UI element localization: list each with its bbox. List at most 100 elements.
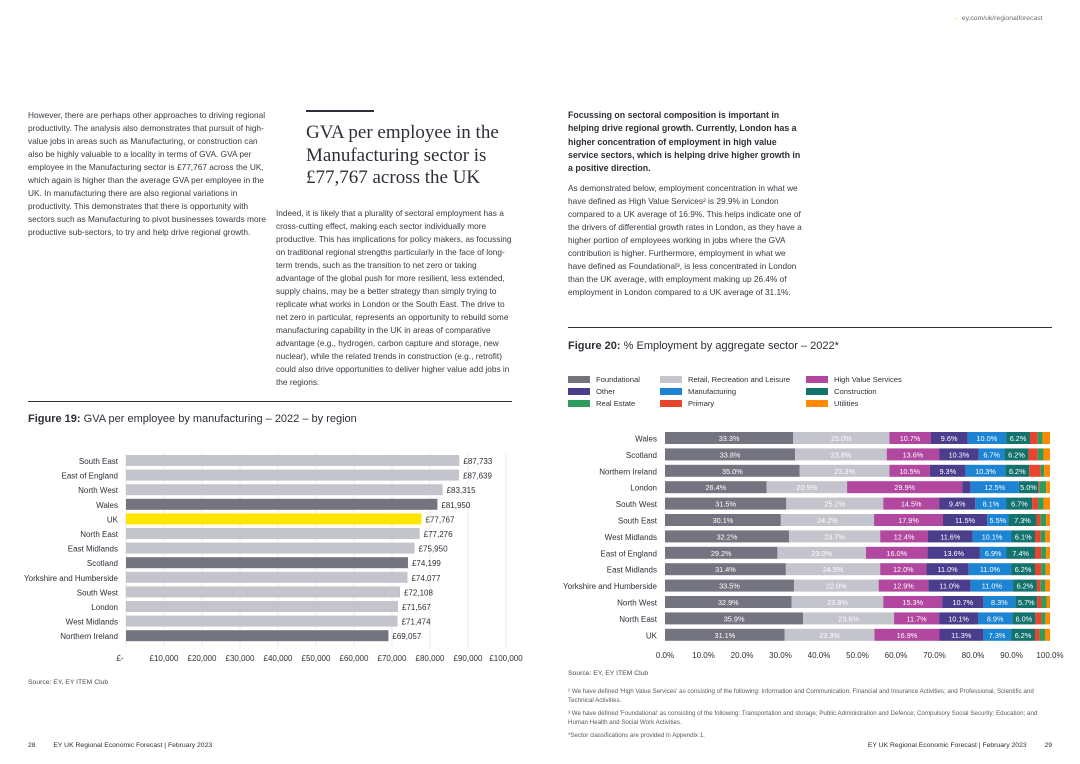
fig20-bar-segment — [1015, 596, 1038, 608]
fig20-segment-label: 13.6% — [943, 549, 964, 558]
fig20-segment-label: 32.2% — [717, 532, 738, 541]
fig20-segment-label: 30.1% — [713, 516, 734, 525]
fig20-bar-segment — [1035, 612, 1042, 625]
fig20-bar-segment — [665, 596, 792, 608]
fig20-segment-label: 33.5% — [719, 582, 740, 591]
fig20-legend-swatch — [806, 376, 828, 383]
fig20-bar-segment — [1046, 596, 1050, 608]
fig20-bar-segment — [1042, 432, 1050, 444]
fig20-bar-segment — [939, 448, 979, 461]
footnote-3: ³ We have defined 'Foundational' as cons… — [568, 710, 1038, 726]
footnote-2: ² We have defined 'High Value Services' … — [568, 688, 1034, 704]
fig20-bar-segment — [970, 481, 1019, 494]
fig19-bar — [126, 498, 438, 510]
fig20-bar-segment — [1036, 579, 1041, 592]
fig20-category-label: South West — [616, 500, 658, 509]
fig20-segment-label: 11.5% — [955, 516, 976, 525]
fig20-segment-label: 24.5% — [823, 565, 844, 574]
fig20-bar-segment — [979, 546, 1007, 559]
fig20-bar-segment — [1041, 546, 1047, 559]
fig20-bar-segment — [791, 596, 884, 608]
fig20-bar-segment — [970, 579, 1014, 592]
header-link-text[interactable]: ey.com/uk/regionalforecast — [961, 15, 1043, 22]
fig19-bar-chart: £- £10,000 £20,000 £30,000 £40,000 £50,000 £60… — [24, 453, 523, 663]
fig19-x-tick-label: £30,000 — [226, 654, 255, 663]
fig20-legend: Foundational Retail, Recreation and Leisu… — [568, 375, 1008, 415]
fig20-bar-segment — [665, 579, 794, 592]
fig20-segment-label: 11.7% — [907, 614, 928, 623]
fig20-bar-segment — [972, 530, 1012, 543]
fig20-bar-segment — [939, 612, 979, 625]
fig20-segment-label: 10.7% — [900, 434, 921, 443]
fig20-bar-segment — [880, 563, 927, 576]
fig19-x-tick-label: £80,000 — [416, 654, 445, 663]
fig20-legend-label: Retail, Recreation and Leisure — [688, 375, 791, 384]
fig20-bar-segment — [1046, 514, 1050, 526]
fig20-bar-segment — [1036, 514, 1041, 526]
fig20-bar-segment — [889, 464, 930, 477]
fig20-segment-label: 12.5% — [984, 483, 1005, 492]
fig20-bar-segment — [975, 497, 1007, 510]
fig20-bar-segment — [784, 628, 875, 641]
fig20-bar-segment — [1011, 563, 1035, 576]
fig20-segment-label: 11.0% — [982, 582, 1003, 591]
fig20-legend-item: Foundational — [568, 375, 640, 384]
fig20-bar-segment — [1011, 530, 1035, 543]
footer-right-text: EY UK Regional Economic Forecast | Febru… — [867, 742, 1027, 749]
fig20-segment-label: 8.1% — [983, 500, 1000, 509]
fig20-bar-segment — [880, 530, 928, 543]
fig19-value-label: £81,950 — [441, 501, 470, 510]
fig20-segment-label: 5.0% — [1020, 483, 1037, 492]
fig20-segment-label: 7.4% — [1012, 549, 1029, 558]
fig20-x-tick-label: 10.0% — [692, 651, 715, 660]
fig20-segment-label: 10.3% — [949, 450, 970, 459]
fig20-bar-segment — [1045, 612, 1050, 625]
fig19-title: Figure 19: GVA per employee by manufactu… — [28, 413, 357, 425]
fig20-bar-segment — [939, 497, 976, 510]
fig20-x-tick-label: 20.0% — [731, 651, 754, 660]
fig19-label: Figure 19: — [28, 413, 81, 425]
fig20-segment-label: 24.2% — [817, 516, 838, 525]
fig19-value-label: £87,639 — [463, 472, 492, 481]
fig20-label: Figure 20: — [568, 340, 621, 352]
fig20-bar-segment — [1045, 579, 1050, 592]
fig20-bar-segment — [1008, 514, 1037, 526]
fig19-value-label: £77,276 — [424, 530, 453, 539]
fig20-bar-segment — [799, 464, 890, 477]
fig20-segment-label: 23.3% — [819, 631, 840, 640]
fig20-bar-segment — [665, 514, 781, 526]
fig20-bar-segment — [665, 497, 787, 510]
fig20-segment-label: 20.9% — [797, 483, 818, 492]
fig19-category-label: East of England — [62, 472, 118, 481]
fig20-segment-label: 15.3% — [902, 598, 923, 607]
fig20-legend-label: Primary — [688, 399, 715, 408]
fig20-segment-label: 10.0% — [977, 434, 998, 443]
fig20-segment-label: 6.0% — [1015, 614, 1032, 623]
fig19-x-tick-label: £10,000 — [150, 654, 179, 663]
fig20-bar-segment — [942, 514, 988, 526]
fig20-bar-segment — [665, 530, 789, 543]
fig19-bar — [126, 586, 401, 598]
fig20-legend-label: Utilities — [834, 399, 859, 408]
fig20-segment-label: 32.9% — [718, 598, 739, 607]
fig20-bar-segment — [1040, 514, 1047, 526]
fig20-legend-swatch — [660, 400, 682, 407]
fig20-segment-label: 6.9% — [985, 549, 1002, 558]
fig19-bar — [126, 542, 415, 554]
fig20-category-label: Yorkshire and Humberside — [563, 582, 658, 591]
fig20-segment-label: 11.0% — [980, 565, 1001, 574]
fig20-segment-label: 7.3% — [989, 631, 1006, 640]
footer-right: EY UK Regional Economic Forecast | Febru… — [868, 742, 1052, 749]
fig19-value-label: £77,767 — [426, 515, 455, 524]
header-link[interactable]: → ey.com/uk/regionalforecast — [952, 15, 1043, 22]
pull-quote-rule — [306, 110, 374, 112]
fig20-x-tick-label: 100.0% — [1036, 651, 1063, 660]
fig20-bar-segment — [1040, 579, 1046, 592]
fig20-category-label: East of England — [601, 549, 657, 558]
fig20-segment-label: 6.7% — [983, 450, 1000, 459]
fig20-segment-label: 10.1% — [948, 614, 969, 623]
fig20-category-label: Northern Ireland — [599, 467, 657, 476]
fig20-bar-segment — [889, 432, 931, 444]
fig20-legend-label: Real Estate — [596, 399, 636, 408]
fig20-segment-label: 11.3% — [951, 631, 972, 640]
